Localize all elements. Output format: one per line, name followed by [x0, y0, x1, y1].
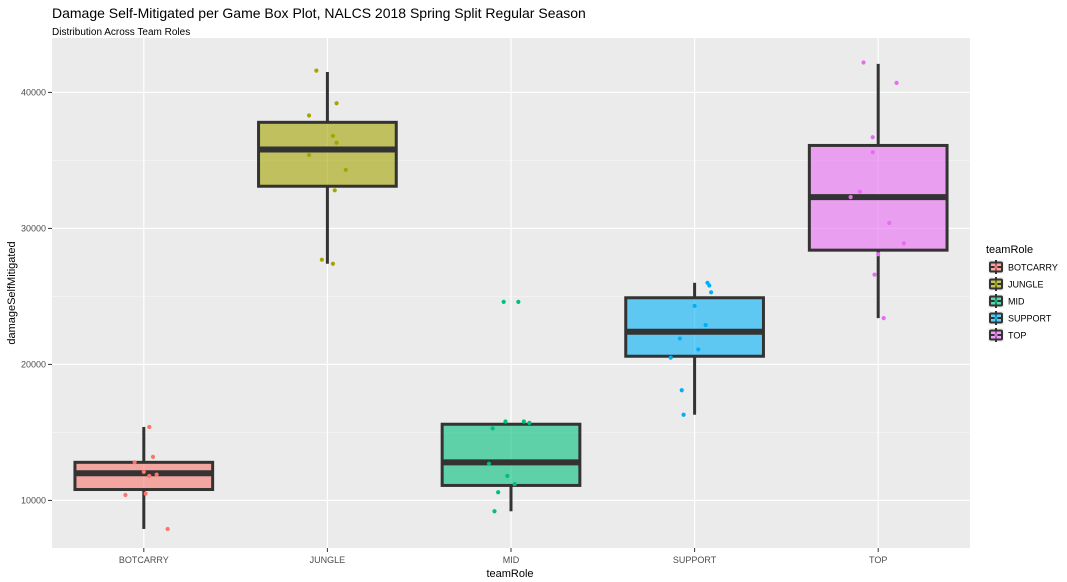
data-point [154, 472, 159, 477]
data-point [703, 322, 708, 328]
legend-item-mid: MID [988, 294, 1025, 308]
data-point [668, 355, 673, 360]
data-point [870, 135, 875, 140]
box-mid [440, 422, 582, 512]
legend-key-point [994, 333, 998, 337]
legend-key-point [994, 316, 998, 320]
legend-key-point [994, 299, 998, 303]
data-point [306, 113, 312, 118]
data-point [492, 509, 497, 514]
plot-area: 10000 20000 30000 40000 BOTCARRY JUNGLE MID SUP… [21, 38, 970, 565]
legend-label: MID [1008, 297, 1025, 307]
x-tick-label: BOTCARRY [119, 555, 169, 565]
y-tick-label: 40000 [21, 87, 46, 97]
data-point [319, 257, 324, 262]
data-point [141, 469, 146, 474]
data-point [150, 454, 156, 459]
data-point [857, 189, 862, 194]
data-point [165, 526, 170, 532]
data-point [332, 188, 337, 193]
data-point [330, 133, 336, 139]
data-point [692, 303, 697, 309]
data-point [486, 461, 492, 466]
legend-label: BOTCARRY [1008, 263, 1058, 273]
data-point [696, 347, 701, 352]
box-body [257, 120, 398, 188]
data-point [894, 80, 899, 85]
data-point [490, 426, 495, 431]
box-botcarry [73, 426, 215, 529]
data-point [707, 283, 712, 288]
legend-item-top: TOP [988, 328, 1026, 342]
data-point [679, 388, 684, 393]
legend-label: SUPPORT [1008, 314, 1052, 324]
data-point [887, 220, 892, 226]
data-point [132, 460, 137, 465]
y-axis-title: damageSelfMitigated [6, 241, 18, 344]
data-point [334, 101, 339, 106]
legend-key-point [994, 265, 998, 269]
data-point [330, 261, 336, 266]
data-point [343, 167, 348, 173]
legend: teamRole BOTCARRY JUNGLE MID SUPPORT TOP [986, 244, 1058, 342]
data-point [147, 473, 152, 479]
data-point [496, 490, 501, 495]
data-point [881, 316, 886, 321]
data-point [527, 420, 532, 425]
data-point [516, 299, 521, 304]
data-point [501, 299, 506, 304]
data-point [709, 290, 714, 295]
data-point [512, 481, 517, 487]
data-point [147, 424, 152, 430]
legend-item-jungle: JUNGLE [988, 277, 1044, 291]
legend-item-support: SUPPORT [988, 311, 1052, 325]
data-point [314, 68, 319, 73]
y-tick-label: 30000 [21, 223, 46, 233]
x-tick-label: JUNGLE [310, 555, 346, 565]
y-tick-label: 10000 [21, 495, 46, 505]
chart-title: Damage Self-Mitigated per Game Box Plot,… [52, 5, 586, 21]
legend-label: JUNGLE [1008, 280, 1044, 290]
data-point [521, 419, 526, 424]
legend-title: teamRole [986, 244, 1033, 256]
legend-key-point [994, 282, 998, 286]
data-point [503, 419, 508, 424]
box-jungle [257, 72, 398, 264]
chart-subtitle: Distribution Across Team Roles [52, 27, 190, 38]
data-point [505, 473, 510, 479]
box-top [807, 63, 949, 319]
data-point [143, 491, 148, 496]
box-body [440, 422, 582, 487]
data-point [901, 241, 907, 246]
data-point [876, 252, 881, 257]
data-point [870, 150, 875, 155]
x-tick-label: SUPPORT [673, 555, 717, 565]
legend-item-botcarry: BOTCARRY [988, 260, 1058, 274]
x-axis-title: teamRole [486, 568, 533, 580]
legend-label: TOP [1008, 331, 1026, 341]
data-point [677, 336, 683, 341]
x-tick-label: MID [503, 555, 520, 565]
data-point [123, 492, 128, 498]
data-point [848, 195, 853, 200]
data-point [861, 60, 866, 65]
data-point [306, 152, 312, 158]
data-point [681, 412, 686, 417]
x-tick-label: TOP [869, 555, 887, 565]
y-tick-label: 20000 [21, 359, 46, 369]
data-point [334, 140, 339, 145]
data-point [872, 272, 877, 277]
